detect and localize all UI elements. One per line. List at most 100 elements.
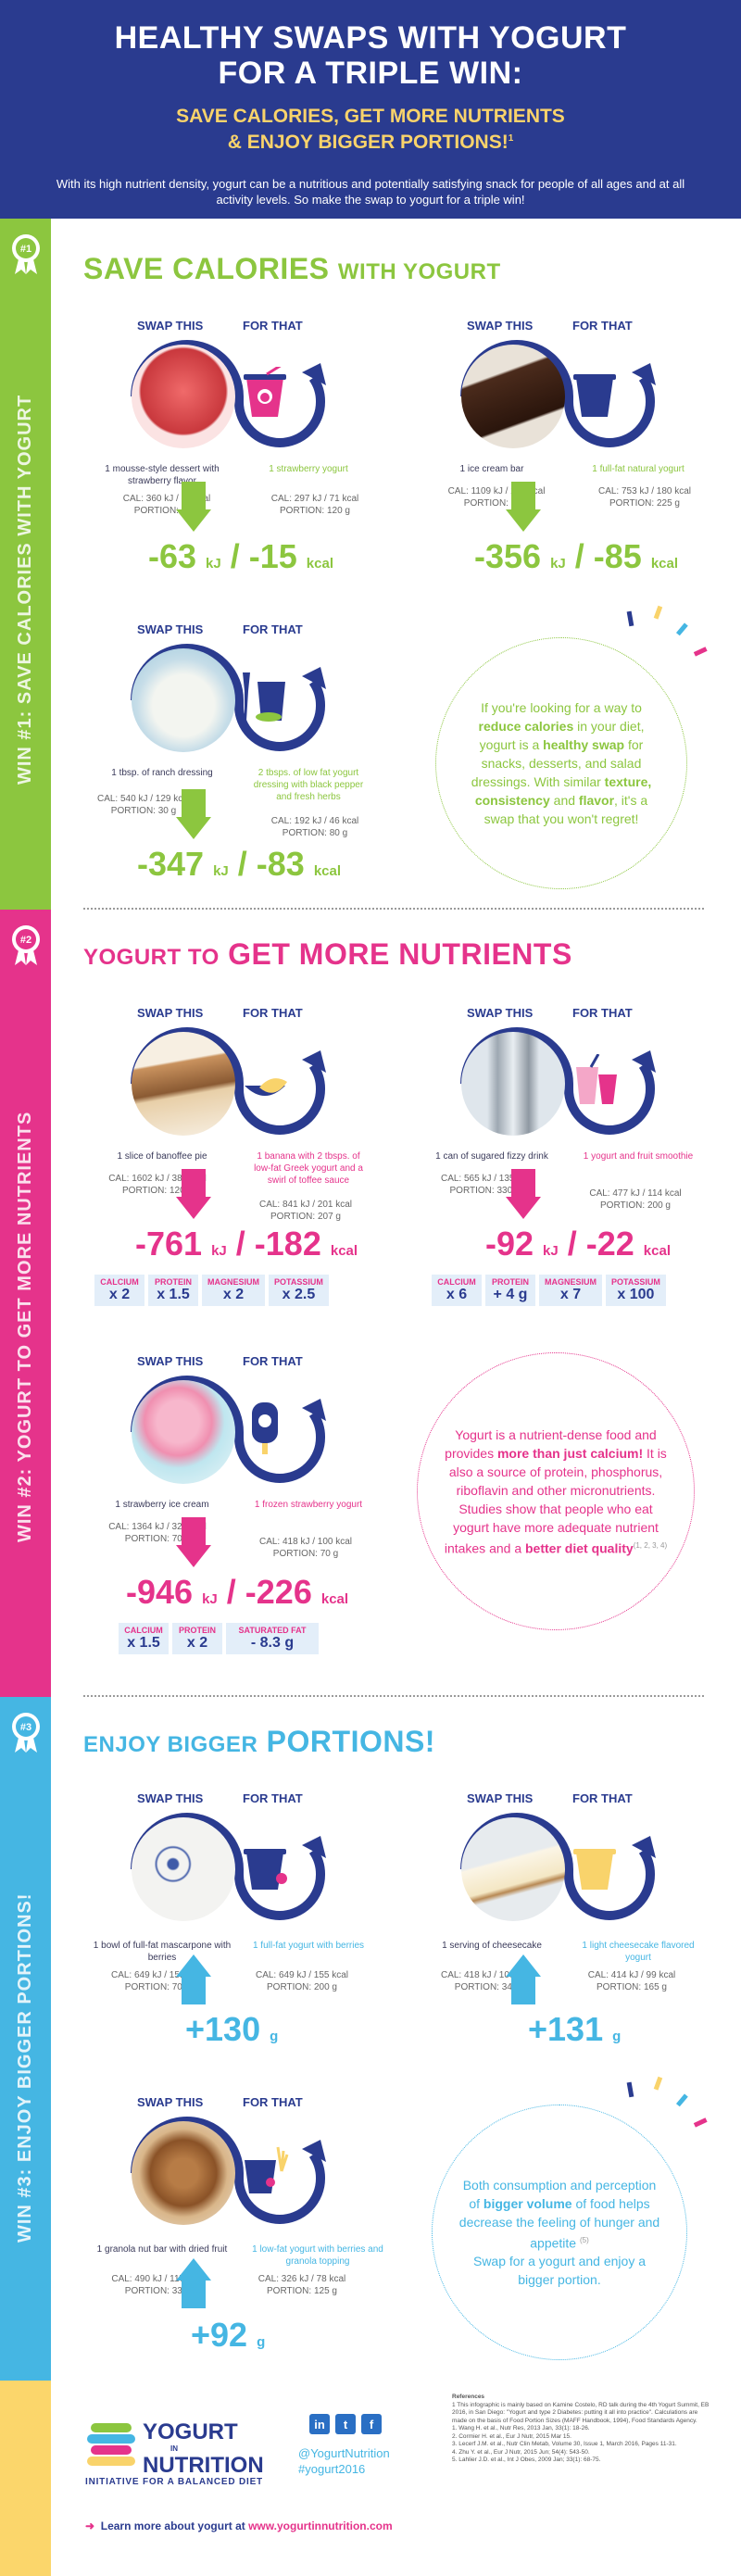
swap-to-text: 1 strawberry yogurt: [269, 464, 348, 474]
down-arrow-icon: [176, 1517, 211, 1567]
from-stats: CAL: 565 kJ / 135 kcal PORTION: 330 ml: [440, 1174, 534, 1196]
nutrient-cell: POTASSIUM x 100: [606, 1275, 666, 1306]
sidebar-win-3: #3 WIN #3: ENJOY BIGGER PORTIONS!: [0, 1697, 51, 2381]
from-stats: CAL: 1109 kJ / 265 kcal PORTION: 79 g: [447, 486, 546, 509]
swap-arc-arrow-icon: [460, 340, 656, 447]
swap-arc-arrow-icon: [460, 1027, 656, 1135]
to-stats: CAL: 297 kJ / 71 kcal PORTION: 120 g: [270, 494, 359, 516]
from-stats: CAL: 540 kJ / 129 kcal PORTION: 30 g: [96, 794, 191, 816]
hashtag[interactable]: #yogurt2016: [298, 2462, 366, 2476]
swap-from-text: 1 ice cream bar: [459, 464, 524, 474]
cheesecake-image: [461, 1817, 565, 1921]
for-that-label: FOR THAT: [243, 2095, 303, 2109]
swap-this-label: SWAP THIS: [137, 2095, 204, 2109]
from-stats: CAL: 1602 kJ / 383 kcal PORTION: 120 g: [108, 1174, 207, 1196]
from-stats: CAL: 1364 kJ / 326 kcal PORTION: 70 g: [108, 1522, 207, 1544]
twitter-handle[interactable]: @YogurtNutrition: [298, 2446, 390, 2460]
intro-text: With its high nutrient density, yogurt c…: [56, 177, 685, 207]
swap-to-text: 1 yogurt and fruit smoothie: [583, 1151, 694, 1162]
down-arrow-icon: [506, 1169, 541, 1219]
rosette-badge-icon: #2: [12, 925, 40, 965]
swap-to-text: 1 full-fat natural yogurt: [592, 464, 684, 474]
to-stats: CAL: 841 kJ / 201 kcal PORTION: 207 g: [258, 1200, 353, 1222]
sparkle-decoration-icon: [626, 2076, 708, 2128]
for-that-label: FOR THAT: [572, 319, 633, 333]
facebook-icon[interactable]: f: [361, 2414, 382, 2434]
social-handles: @YogurtNutrition #yogurt2016: [298, 2445, 390, 2477]
yogurt-granola-icon: [245, 2146, 289, 2193]
twitter-icon[interactable]: t: [335, 2414, 356, 2434]
from-stats: CAL: 649 kJ / 155 kcal PORTION: 70 g: [110, 1970, 205, 1992]
to-stats: CAL: 192 kJ / 46 kcal PORTION: 80 g: [270, 816, 359, 838]
ranch-dressing-image: [132, 648, 235, 752]
arrow-right-icon: ➜: [85, 2519, 95, 2532]
banana-yogurt-icon: [245, 1078, 287, 1096]
sidebar-label: WIN #1: SAVE CALORIES WITH YOGURT: [15, 394, 35, 785]
swap-card: SWAP THIS FOR THAT 1 ice cream bar 1 ful…: [413, 319, 719, 634]
swap-arc-arrow-icon: [131, 1376, 326, 1483]
swap-to-text: 2 tbsps. of low fat yogurt dressing with…: [253, 768, 364, 802]
yogurt-cup-icon: [573, 374, 616, 417]
social-links: in t f: [309, 2414, 382, 2434]
down-arrow-icon: [506, 482, 541, 532]
portion-gain: +130 g: [185, 2010, 279, 2048]
for-that-label: FOR THAT: [243, 622, 303, 636]
swap-to-text: 1 full-fat yogurt with berries: [252, 1941, 365, 1951]
logo-tagline: INITIATIVE FOR A BALANCED DIET: [85, 2477, 263, 2487]
badge-label: #2: [20, 935, 31, 946]
to-stats: CAL: 418 kJ / 100 kcal PORTION: 70 g: [258, 1537, 353, 1559]
swap-from-text: 1 mousse-style dessert with strawberry f…: [105, 464, 220, 486]
yogurt-dressing-icon: [243, 672, 285, 722]
learn-more: ➜ Learn more about yogurt at www.yogurti…: [85, 2519, 393, 2532]
granola-bar-image: [132, 2121, 235, 2225]
swap-card: SWAP THIS FOR THAT 1 serving of cheeseca…: [413, 1791, 719, 2106]
mascarpone-berries-image: [132, 1817, 235, 1921]
swap-from-text: 1 bowl of full-fat mascarpone with berri…: [93, 1941, 232, 1963]
strawberry-ice-cream-image: [132, 1380, 235, 1484]
swap-card: SWAP THIS FOR THAT 1 can of sugared fizz…: [413, 1006, 719, 1321]
swap-this-label: SWAP THIS: [137, 1006, 204, 1020]
to-stats: CAL: 753 kJ / 180 kcal PORTION: 225 g: [597, 486, 692, 509]
rosette-badge-icon: #1: [12, 234, 40, 274]
sidebar-footer: [0, 2381, 51, 2576]
energy-saving: -63 kJ / -15 kcal: [148, 537, 333, 575]
nutrient-cell: CALCIUM x 2: [94, 1275, 144, 1306]
nutrient-comparison: CALCIUM x 1.5 PROTEIN x 2 SATURATED FAT - 8…: [119, 1623, 319, 1654]
swap-from-text: 1 strawberry ice cream: [115, 1500, 209, 1510]
up-arrow-icon: [176, 1954, 211, 2004]
header-banner: HEALTHY SWAPS WITH YOGURT FOR A TRIPLE WI…: [0, 0, 741, 219]
section-title-1: SAVE CALORIES WITH YOGURT: [83, 252, 501, 285]
linkedin-icon[interactable]: in: [309, 2414, 330, 2434]
nutrient-cell: CALCIUM x 6: [432, 1275, 482, 1306]
soda-can-image: [461, 1032, 565, 1136]
down-arrow-icon: [176, 482, 211, 532]
nutrient-cell: PROTEIN x 1.5: [148, 1275, 198, 1306]
down-arrow-icon: [176, 789, 211, 839]
down-arrow-icon: [176, 1169, 211, 1219]
nutrient-cell: SATURATED FAT - 8.3 g: [226, 1623, 319, 1654]
website-link[interactable]: www.yogurtinnutrition.com: [248, 2519, 393, 2532]
info-circle-nutrients: Yogurt is a nutrient-dense food and prov…: [417, 1352, 695, 1630]
for-that-label: FOR THAT: [572, 1791, 633, 1805]
from-stats: CAL: 360 kJ / 86 kcal PORTION: 60 g: [122, 494, 211, 516]
sidebar-win-1: #1 WIN #1: SAVE CALORIES WITH YOGURT: [0, 219, 51, 910]
mousse-dessert-image: [132, 345, 235, 448]
portion-gain: +92 g: [191, 2316, 266, 2354]
energy-saving: -356 kJ / -85 kcal: [474, 537, 679, 575]
banoffee-pie-image: [132, 1032, 235, 1136]
portion-gain: +131 g: [528, 2010, 622, 2048]
to-stats: CAL: 326 kJ / 78 kcal PORTION: 125 g: [257, 2274, 346, 2296]
swap-to-text: 1 light cheesecake flavored yogurt: [582, 1941, 695, 1963]
from-stats: CAL: 418 kJ / 100 kcal PORTION: 34 g: [440, 1970, 534, 1992]
yogurt-cup-icon: [244, 1849, 287, 1890]
for-that-label: FOR THAT: [572, 1006, 633, 1020]
for-that-label: FOR THAT: [243, 1354, 303, 1368]
to-stats: CAL: 477 kJ / 114 kcal PORTION: 200 g: [589, 1188, 682, 1211]
swap-card: SWAP THIS FOR THAT 1 strawberry ice crea…: [83, 1354, 389, 1669]
for-that-label: FOR THAT: [243, 1791, 303, 1805]
sidebar-label: WIN #2: YOGURT TO GET MORE NUTRIENTS: [15, 1111, 35, 1542]
swap-card: SWAP THIS FOR THAT 1 granola nut bar wit…: [83, 2095, 389, 2410]
badge-label: #1: [20, 244, 31, 255]
nutrient-comparison: CALCIUM x 6 PROTEIN + 4 g MAGNESIUM x 7 POT…: [432, 1275, 666, 1306]
up-arrow-icon: [506, 1954, 541, 2004]
